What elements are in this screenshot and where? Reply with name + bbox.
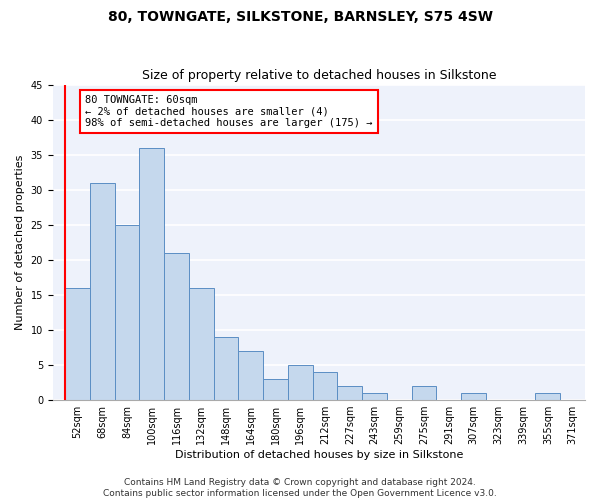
Bar	[115, 225, 139, 400]
Bar	[461, 393, 486, 400]
Y-axis label: Number of detached properties: Number of detached properties	[15, 154, 25, 330]
Bar	[412, 386, 436, 400]
Text: Contains HM Land Registry data © Crown copyright and database right 2024.
Contai: Contains HM Land Registry data © Crown c…	[103, 478, 497, 498]
Bar	[263, 379, 288, 400]
Bar	[313, 372, 337, 400]
Bar	[362, 393, 387, 400]
Bar	[288, 365, 313, 400]
Bar	[337, 386, 362, 400]
Bar	[90, 182, 115, 400]
Bar	[238, 351, 263, 400]
Bar	[164, 253, 189, 400]
Bar	[214, 337, 238, 400]
Text: 80 TOWNGATE: 60sqm
← 2% of detached houses are smaller (4)
98% of semi-detached : 80 TOWNGATE: 60sqm ← 2% of detached hous…	[85, 95, 373, 128]
X-axis label: Distribution of detached houses by size in Silkstone: Distribution of detached houses by size …	[175, 450, 463, 460]
Bar	[65, 288, 90, 400]
Bar	[189, 288, 214, 400]
Text: 80, TOWNGATE, SILKSTONE, BARNSLEY, S75 4SW: 80, TOWNGATE, SILKSTONE, BARNSLEY, S75 4…	[107, 10, 493, 24]
Bar	[139, 148, 164, 400]
Bar	[535, 393, 560, 400]
Title: Size of property relative to detached houses in Silkstone: Size of property relative to detached ho…	[142, 69, 496, 82]
